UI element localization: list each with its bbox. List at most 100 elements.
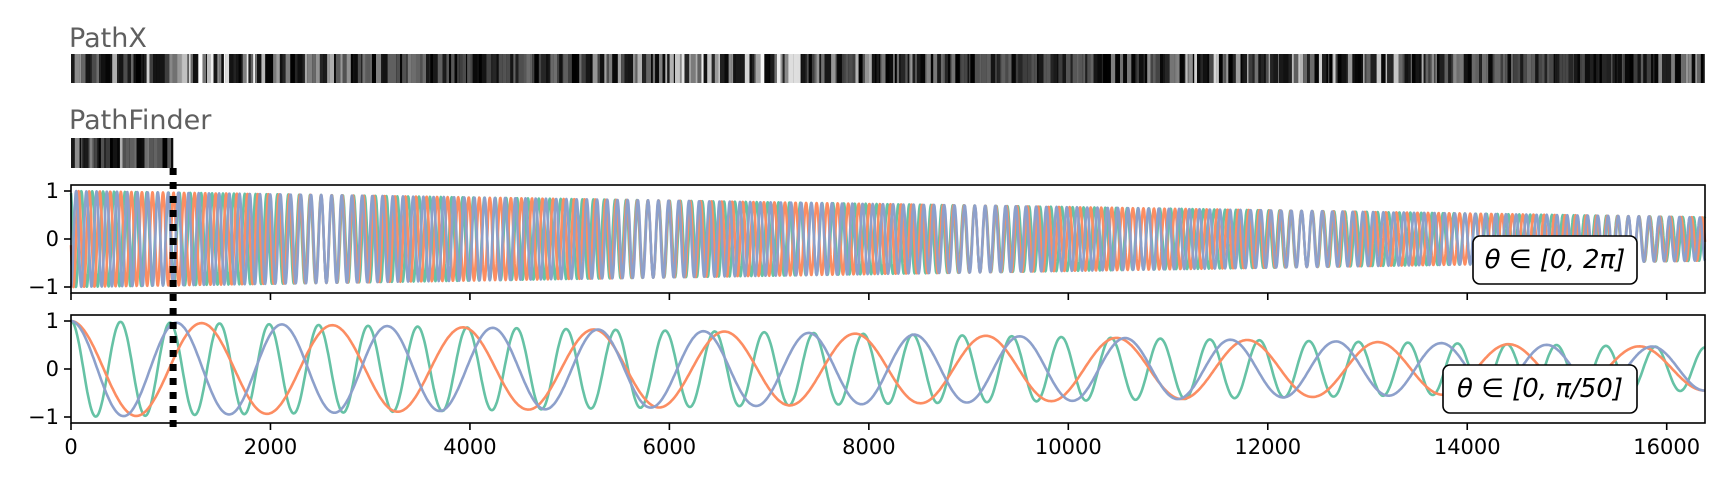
pathx-strip-bar xyxy=(1467,54,1472,83)
pathx-strip-bar xyxy=(876,54,880,83)
pathx-strip-bar xyxy=(1288,54,1292,83)
pathx-strip-bar xyxy=(814,54,817,83)
pathx-strip-bar xyxy=(1314,54,1319,83)
pathx-strip-bar xyxy=(585,54,591,83)
pathx-strip-bar xyxy=(99,54,102,83)
pathx-strip-bar xyxy=(1398,54,1403,83)
pathx-strip-bar xyxy=(837,54,842,83)
pathx-strip-bar xyxy=(1651,54,1653,83)
pathx-strip-bar xyxy=(1291,54,1294,83)
pathx-strip-bar xyxy=(568,54,572,83)
pathx-strip-bar xyxy=(1169,54,1175,83)
pathx-strip-bar xyxy=(986,54,991,83)
pathx-strip-bar xyxy=(1058,54,1063,83)
pathx-strip-bar xyxy=(470,54,473,83)
pathx-strip-bar xyxy=(731,54,734,83)
pathx-strip-bar xyxy=(133,54,137,83)
pathfinder-strip-bar xyxy=(104,138,106,168)
pathx-strip-bar xyxy=(651,54,653,83)
pathx-strip-bar xyxy=(1589,54,1594,83)
pathx-strip-bar xyxy=(323,54,328,83)
pathx-strip-bar xyxy=(679,54,682,83)
pathx-strip-bar xyxy=(1581,54,1585,83)
pathx-strip-bar xyxy=(187,54,189,83)
pathx-strip-bar xyxy=(997,54,1001,83)
pathx-strip-bar xyxy=(1252,54,1255,83)
pathx-strip-bar xyxy=(1183,54,1186,83)
pathx-strip-bar xyxy=(153,54,157,83)
pathx-strip-bar xyxy=(1513,54,1518,83)
pathx-strip-bar xyxy=(944,54,949,83)
pathfinder-strip-bar xyxy=(172,138,174,168)
pathx-strip-bar xyxy=(782,54,785,83)
pathx-strip-bar xyxy=(1385,54,1388,83)
pathx-strip-bar xyxy=(1150,54,1153,83)
pathx-strip-bar xyxy=(808,54,812,83)
pathx-strip-bar xyxy=(958,54,961,83)
pathfinder-strip-bar xyxy=(88,138,90,168)
pathx-strip-bar xyxy=(684,54,690,83)
pathx-strip-bar xyxy=(238,54,242,83)
pathx-strip-bar xyxy=(420,54,423,83)
pathx-strip-bar xyxy=(365,54,367,83)
x-tick-label: 10000 xyxy=(1035,435,1102,459)
pathx-strip-bar xyxy=(523,54,526,83)
pathx-strip-bar xyxy=(612,54,614,83)
pathx-strip-bar xyxy=(1070,54,1073,83)
pathx-strip-bar xyxy=(695,54,698,83)
pathx-strip-bar xyxy=(633,54,636,83)
pathx-strip-bar xyxy=(1423,54,1426,83)
pathx-strip-bar xyxy=(229,54,234,83)
pathx-strip-bar xyxy=(576,54,580,83)
pathx-strip-bar xyxy=(1352,54,1355,83)
pathx-strip-bar xyxy=(1090,54,1094,83)
series-purple xyxy=(70,319,1706,418)
pathx-strip-bar xyxy=(1623,54,1625,83)
pathx-strip-bar xyxy=(900,54,906,83)
pathx-strip-bar xyxy=(415,54,421,83)
pathx-strip-bar xyxy=(1018,54,1023,83)
pathx-strip-bar xyxy=(428,54,431,83)
y-tick-label: −1 xyxy=(28,405,59,429)
pathx-strip-bar xyxy=(459,54,463,83)
x-tick-label: 16000 xyxy=(1633,435,1700,459)
pathx-strip-bar xyxy=(207,54,211,83)
pathfinder-strip-bar xyxy=(105,138,111,168)
pathx-strip-bar xyxy=(909,54,911,83)
pathfinder-strip-bar xyxy=(82,138,85,168)
pathx-strip-bar xyxy=(1643,54,1647,83)
pathx-strip-bar xyxy=(1553,54,1555,83)
pathx-strip-bar xyxy=(1429,54,1432,83)
y-tick-label: 1 xyxy=(46,309,59,333)
pathx-strip-bar xyxy=(1366,54,1371,83)
pathx-strip-bar xyxy=(579,54,582,83)
pathx-strip-bar xyxy=(1503,54,1506,83)
pathx-strip-bar xyxy=(74,54,80,83)
pathx-strip-bar xyxy=(1127,54,1132,83)
pathx-strip-bar xyxy=(491,54,493,83)
pathx-strip-bar xyxy=(1207,54,1210,83)
pathx-strip-bar xyxy=(476,54,479,83)
pathx-strip-bar xyxy=(136,54,141,83)
pathx-strip-bar xyxy=(608,54,613,83)
pathx-strip-bar xyxy=(1541,54,1545,83)
pathx-strip-bar xyxy=(1209,54,1214,83)
pathx-strip-bar xyxy=(1654,54,1659,83)
pathx-strip-bar xyxy=(1224,54,1227,83)
pathx-strip-bar xyxy=(1049,54,1051,83)
pathx-strip-bar xyxy=(1174,54,1177,83)
pathx-strip-bar xyxy=(617,54,622,83)
pathx-strip-bar xyxy=(1243,54,1248,83)
pathx-strip-bar xyxy=(181,54,184,83)
pathfinder-strip-bar xyxy=(134,138,137,168)
pathx-strip-bar xyxy=(144,54,147,83)
pathx-strip-bar xyxy=(1410,54,1413,83)
pathx-strip-bar xyxy=(990,54,995,83)
pathx-strip-bar xyxy=(1573,54,1578,83)
pathx-strip-bar xyxy=(655,54,659,83)
pathx-strip-bar xyxy=(735,54,741,83)
pathx-strip-bar xyxy=(1421,54,1424,83)
pathx-strip-bar xyxy=(143,54,144,83)
pathx-strip-bar xyxy=(1194,54,1197,83)
